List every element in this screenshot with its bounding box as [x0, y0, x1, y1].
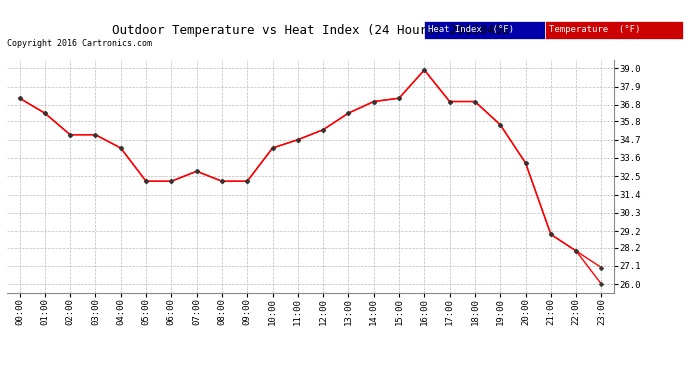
- Text: Heat Index  (°F): Heat Index (°F): [428, 25, 514, 34]
- Text: Copyright 2016 Cartronics.com: Copyright 2016 Cartronics.com: [7, 39, 152, 48]
- Text: Temperature  (°F): Temperature (°F): [549, 25, 640, 34]
- Text: Outdoor Temperature vs Heat Index (24 Hours) 20160408: Outdoor Temperature vs Heat Index (24 Ho…: [112, 24, 509, 38]
